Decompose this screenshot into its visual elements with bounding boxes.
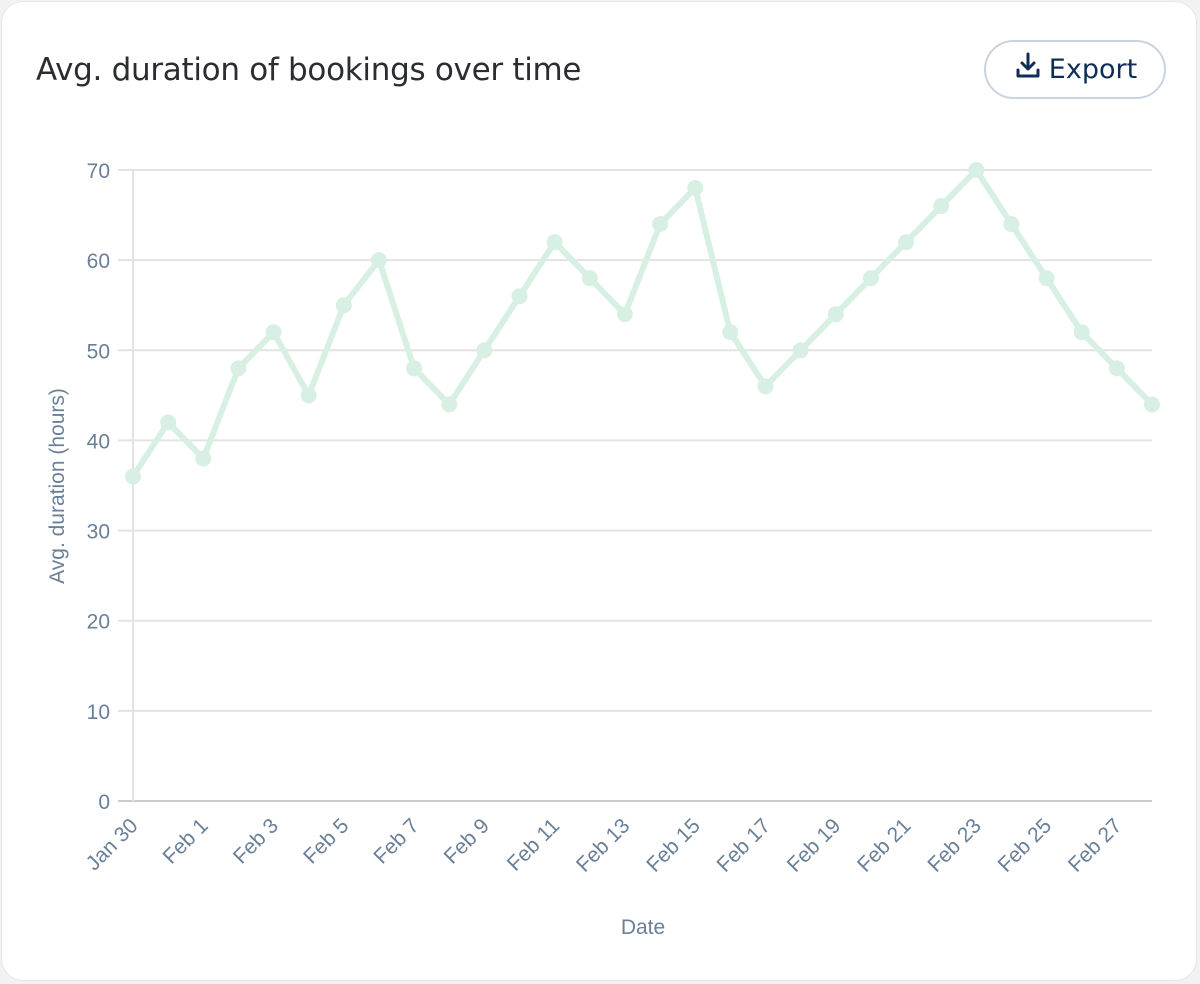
data-point[interactable] [160, 414, 177, 431]
data-point[interactable] [1073, 324, 1090, 341]
data-point[interactable] [933, 198, 950, 215]
x-tick-label: Feb 19 [783, 814, 846, 877]
series-line [130, 167, 1155, 479]
y-axis-title: Avg. duration (hours) [46, 388, 69, 584]
x-tick-label: Feb 13 [572, 814, 635, 877]
data-point[interactable] [476, 342, 493, 359]
data-point[interactable] [827, 306, 844, 323]
y-tick-label: 60 [87, 250, 110, 273]
data-point[interactable] [898, 234, 915, 251]
data-point[interactable] [1038, 270, 1055, 287]
x-tick-label: Feb 7 [369, 814, 423, 868]
x-tick-label: Feb 9 [440, 814, 494, 868]
x-tick-label: Feb 23 [923, 814, 986, 877]
x-tick-label: Feb 11 [503, 814, 564, 875]
data-point[interactable] [370, 252, 387, 269]
chart-title: Avg. duration of bookings over time [36, 52, 582, 88]
data-point[interactable] [581, 270, 598, 287]
data-point[interactable] [230, 360, 247, 377]
y-tick-label: 20 [87, 611, 110, 634]
data-point[interactable] [652, 216, 669, 233]
x-tick-label: Feb 5 [299, 814, 353, 868]
x-tick-label: Feb 27 [1064, 814, 1127, 877]
data-point[interactable] [1003, 216, 1020, 233]
y-tick-label: 70 [87, 160, 110, 183]
data-points [125, 162, 1160, 485]
data-point[interactable] [722, 324, 739, 341]
data-point[interactable] [968, 162, 985, 178]
data-point[interactable] [441, 396, 458, 413]
data-point[interactable] [511, 288, 528, 305]
data-point[interactable] [265, 324, 282, 341]
data-point[interactable] [406, 360, 423, 377]
data-point[interactable] [195, 450, 212, 467]
x-tick-label: Feb 25 [994, 814, 1057, 877]
x-tick-label: Jan 30 [82, 814, 143, 875]
x-axis-title: Date [621, 916, 665, 939]
y-tick-label: 50 [87, 340, 110, 363]
data-point[interactable] [616, 306, 633, 323]
data-point[interactable] [1108, 360, 1125, 377]
y-tick-label: 10 [87, 701, 110, 724]
x-axis-ticks: Jan 30 Feb 1 Feb 3 Feb 5 Feb 7 Feb 9 Feb 11 Feb… [82, 814, 1127, 877]
grid-lines [118, 169, 1152, 802]
export-button[interactable]: Export [984, 40, 1166, 99]
data-point[interactable] [125, 468, 141, 485]
data-point[interactable] [300, 387, 317, 404]
data-point[interactable] [687, 180, 704, 197]
y-tick-label: 40 [87, 430, 110, 453]
x-tick-label: Feb 3 [229, 814, 283, 868]
y-tick-label: 30 [87, 521, 110, 544]
data-point[interactable] [792, 342, 809, 359]
x-tick-label: Feb 21 [853, 814, 916, 877]
data-point[interactable] [1144, 396, 1160, 413]
y-axis-ticks: 0 10 20 30 40 50 60 70 [87, 160, 110, 814]
data-point[interactable] [862, 270, 879, 287]
export-label: Export [1048, 54, 1138, 85]
data-point[interactable] [335, 297, 352, 314]
x-tick-label: Feb 1 [159, 814, 213, 868]
data-point[interactable] [757, 378, 774, 395]
download-icon [1013, 51, 1043, 88]
data-point[interactable] [546, 234, 563, 251]
y-tick-label: 0 [98, 791, 110, 814]
x-tick-label: Feb 17 [713, 814, 776, 877]
x-tick-label: Feb 15 [642, 814, 705, 877]
